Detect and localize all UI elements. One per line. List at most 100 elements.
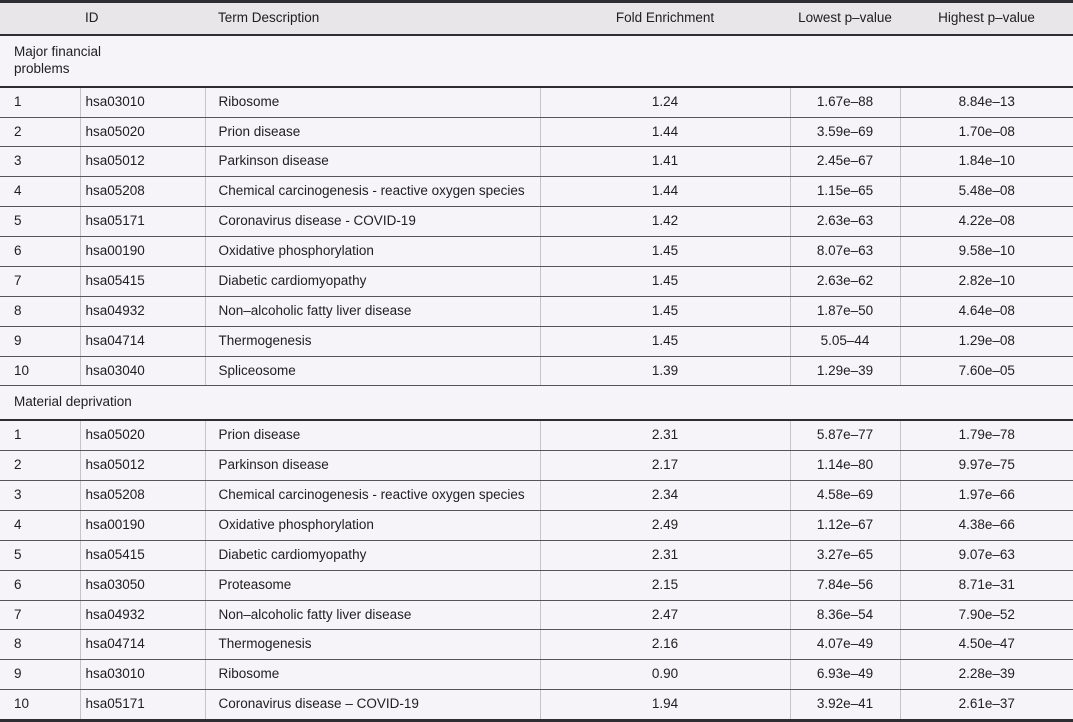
table-row: 3 hsa05012 Parkinson disease 1.41 2.45e–…	[0, 146, 1073, 178]
highest-p-value: 9.58e–10	[899, 236, 1073, 267]
term-description: Thermogenesis	[204, 326, 540, 357]
row-rank: 10	[0, 689, 80, 721]
fold-enrichment: 0.90	[539, 659, 790, 691]
section-label: Material deprivation	[14, 394, 132, 410]
fold-enrichment: 1.94	[539, 689, 790, 721]
pathway-id: hsa05020	[79, 117, 205, 148]
pathway-id: hsa05012	[79, 146, 205, 178]
lowest-p-value: 8.36e–54	[789, 600, 900, 631]
term-description: Diabetic cardiomyopathy	[204, 540, 540, 571]
table-row: 4 hsa00190 Oxidative phosphorylation 2.4…	[0, 510, 1073, 541]
fold-enrichment: 1.39	[539, 356, 790, 387]
pathway-id: hsa03050	[79, 570, 205, 601]
col-header-term-description: Term Description	[205, 1, 540, 36]
lowest-p-value: 4.58e–69	[789, 480, 900, 511]
lowest-p-value: 5.05–44	[789, 326, 900, 357]
pathway-id: hsa04714	[79, 326, 205, 357]
pathway-id: hsa03040	[79, 356, 205, 387]
table-row: 9 hsa04714 Thermogenesis 1.45 5.05–44 1.…	[0, 326, 1073, 357]
table-row: 5 hsa05171 Coronavirus disease - COVID-1…	[0, 206, 1073, 237]
fold-enrichment: 1.44	[539, 176, 790, 208]
lowest-p-value: 6.93e–49	[789, 659, 900, 691]
pathway-id: hsa03010	[79, 86, 205, 118]
row-rank: 1	[0, 420, 80, 452]
row-rank: 9	[0, 659, 80, 691]
lowest-p-value: 4.07e–49	[789, 629, 900, 661]
term-description: Prion disease	[204, 117, 540, 148]
pathway-id: hsa04932	[79, 600, 205, 631]
col-header-fold-enrichment: Fold Enrichment	[540, 1, 790, 36]
pathway-id: hsa00190	[79, 236, 205, 267]
row-rank: 3	[0, 146, 80, 178]
pathway-id: hsa05208	[79, 176, 205, 208]
table-row: 9 hsa03010 Ribosome 0.90 6.93e–49 2.28e–…	[0, 659, 1073, 691]
table-row: 6 hsa03050 Proteasome 2.15 7.84e–56 8.71…	[0, 570, 1073, 601]
row-rank: 2	[0, 117, 80, 148]
row-rank: 10	[0, 356, 80, 387]
table-row: 10 hsa05171 Coronavirus disease – COVID-…	[0, 689, 1073, 721]
fold-enrichment: 2.31	[539, 420, 790, 452]
fold-enrichment: 2.17	[539, 450, 790, 481]
fold-enrichment: 1.44	[539, 117, 790, 148]
row-rank: 1	[0, 86, 80, 118]
lowest-p-value: 8.07e–63	[789, 236, 900, 267]
table-row: 3 hsa05208 Chemical carcinogenesis - rea…	[0, 480, 1073, 511]
highest-p-value: 4.50e–47	[899, 629, 1073, 661]
fold-enrichment: 1.41	[539, 146, 790, 178]
col-header-id: ID	[80, 1, 205, 36]
term-description: Oxidative phosphorylation	[204, 510, 540, 541]
table-row: 10 hsa03040 Spliceosome 1.39 1.29e–39 7.…	[0, 356, 1073, 387]
pathway-id: hsa04714	[79, 629, 205, 661]
lowest-p-value: 3.92e–41	[789, 689, 900, 721]
fold-enrichment: 2.49	[539, 510, 790, 541]
pathway-id: hsa04932	[79, 296, 205, 327]
highest-p-value: 4.38e–66	[899, 510, 1073, 541]
lowest-p-value: 5.87e–77	[789, 420, 900, 452]
lowest-p-value: 1.15e–65	[789, 176, 900, 208]
row-rank: 2	[0, 450, 80, 481]
row-rank: 9	[0, 326, 80, 357]
term-description: Parkinson disease	[204, 450, 540, 481]
highest-p-value: 1.84e–10	[899, 146, 1073, 178]
highest-p-value: 9.97e–75	[899, 450, 1073, 481]
table-row: 7 hsa04932 Non–alcoholic fatty liver dis…	[0, 600, 1073, 631]
row-rank: 4	[0, 176, 80, 208]
highest-p-value: 1.97e–66	[899, 480, 1073, 511]
lowest-p-value: 1.67e–88	[789, 86, 900, 118]
fold-enrichment: 2.47	[539, 600, 790, 631]
lowest-p-value: 1.87e–50	[789, 296, 900, 327]
highest-p-value: 1.70e–08	[899, 117, 1073, 148]
term-description: Coronavirus disease – COVID-19	[204, 689, 540, 721]
pathway-id: hsa05208	[79, 480, 205, 511]
table-row: 7 hsa05415 Diabetic cardiomyopathy 1.45 …	[0, 266, 1073, 297]
term-description: Thermogenesis	[204, 629, 540, 661]
highest-p-value: 9.07e–63	[899, 540, 1073, 571]
table-row: 2 hsa05020 Prion disease 1.44 3.59e–69 1…	[0, 117, 1073, 148]
fold-enrichment: 2.15	[539, 570, 790, 601]
highest-p-value: 1.79e–78	[899, 420, 1073, 452]
pathway-id: hsa05171	[79, 689, 205, 721]
fold-enrichment: 1.45	[539, 326, 790, 357]
term-description: Ribosome	[204, 86, 540, 118]
table-row: 1 hsa05020 Prion disease 2.31 5.87e–77 1…	[0, 420, 1073, 452]
table-row: 4 hsa05208 Chemical carcinogenesis - rea…	[0, 176, 1073, 208]
table-row: 1 hsa03010 Ribosome 1.24 1.67e–88 8.84e–…	[0, 86, 1073, 118]
term-description: Chemical carcinogenesis - reactive oxyge…	[204, 480, 540, 511]
row-rank: 4	[0, 510, 80, 541]
pathway-id: hsa05171	[79, 206, 205, 237]
highest-p-value: 4.22e–08	[899, 206, 1073, 237]
highest-p-value: 7.90e–52	[899, 600, 1073, 631]
pathway-id: hsa00190	[79, 510, 205, 541]
table-header-row: ID Term Description Fold Enrichment Lowe…	[0, 1, 1073, 36]
lowest-p-value: 3.27e–65	[789, 540, 900, 571]
row-rank: 6	[0, 570, 80, 601]
highest-p-value: 1.29e–08	[899, 326, 1073, 357]
term-description: Oxidative phosphorylation	[204, 236, 540, 267]
lowest-p-value: 2.45e–67	[789, 146, 900, 178]
section-row-major-financial-problems: Major financial problems	[0, 34, 1073, 88]
row-rank: 5	[0, 206, 80, 237]
fold-enrichment: 2.34	[539, 480, 790, 511]
row-rank: 5	[0, 540, 80, 571]
highest-p-value: 2.28e–39	[899, 659, 1073, 691]
